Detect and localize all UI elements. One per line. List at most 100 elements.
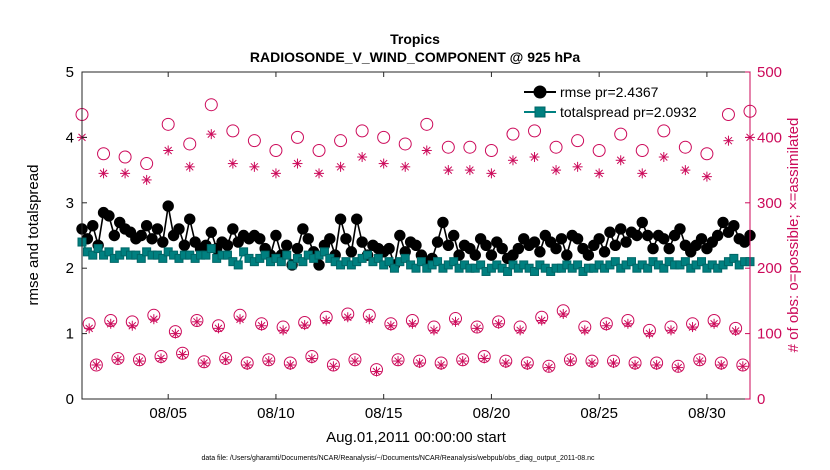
assimilated-stroke bbox=[566, 357, 575, 365]
assimilated-obs-marker bbox=[637, 168, 648, 179]
assimilated-obs-marker bbox=[536, 315, 547, 326]
y-right-tick-label: 100 bbox=[757, 326, 782, 343]
assimilated-stroke bbox=[193, 317, 201, 326]
assimilated-stroke bbox=[602, 321, 611, 330]
possible-obs-marker bbox=[290, 130, 304, 144]
assimilated-stroke bbox=[559, 310, 568, 318]
assimilated-obs-marker bbox=[163, 145, 174, 156]
assimilated-obs-marker bbox=[622, 318, 633, 329]
rmse-point bbox=[641, 229, 654, 242]
y-right-tick-label: 400 bbox=[757, 129, 782, 146]
assimilated-stroke bbox=[415, 359, 424, 367]
assimilated-stroke bbox=[430, 326, 438, 335]
possible-obs-marker bbox=[549, 140, 563, 154]
rmse-point bbox=[140, 219, 153, 232]
totalspread-point bbox=[626, 257, 636, 267]
x-tick-label: 08/10 bbox=[257, 405, 295, 422]
rmse-point bbox=[609, 239, 622, 252]
totalspread-point bbox=[643, 263, 653, 273]
assimilated-stroke bbox=[207, 130, 216, 138]
assimilated-obs-marker bbox=[701, 171, 712, 182]
rmse-point bbox=[631, 229, 643, 242]
x-tick-label: 08/20 bbox=[473, 405, 511, 422]
assimilated-obs-marker bbox=[156, 353, 167, 364]
possible-obs-marker bbox=[657, 124, 671, 138]
assimilated-stroke bbox=[336, 162, 345, 171]
rmse-point bbox=[324, 233, 336, 245]
possible-obs-marker bbox=[334, 134, 348, 148]
assimilated-stroke bbox=[171, 329, 180, 338]
assimilated-obs-marker bbox=[242, 359, 253, 370]
assimilated-obs-marker bbox=[292, 158, 303, 169]
assimilated-obs-marker bbox=[651, 359, 662, 370]
rmse-point bbox=[87, 219, 99, 232]
assimilated-stroke bbox=[609, 359, 618, 367]
assimilated-stroke bbox=[480, 354, 489, 363]
assimilated-stroke bbox=[530, 153, 539, 161]
assimilated-stroke bbox=[408, 319, 417, 328]
assimilated-stroke bbox=[731, 327, 740, 335]
assimilated-obs-marker bbox=[472, 323, 483, 334]
assimilated-obs-marker bbox=[393, 356, 404, 367]
assimilated-stroke bbox=[422, 146, 431, 155]
assimilated-stroke bbox=[695, 357, 704, 365]
assimilated-stroke bbox=[487, 169, 496, 178]
rmse-point bbox=[711, 229, 724, 242]
assimilated-obs-marker bbox=[680, 165, 691, 176]
assimilated-obs-marker bbox=[630, 359, 641, 370]
rmse-point bbox=[480, 239, 492, 252]
rmse-point bbox=[151, 223, 164, 235]
assimilated-stroke bbox=[501, 359, 510, 367]
assimilated-stroke bbox=[228, 159, 237, 168]
assimilated-stroke bbox=[200, 359, 208, 367]
totalspread-point bbox=[260, 250, 270, 260]
totalspread-point bbox=[610, 257, 620, 267]
possible-obs-marker bbox=[247, 134, 261, 148]
assimilated-obs-marker bbox=[529, 152, 540, 163]
assimilated-obs-marker bbox=[134, 356, 145, 367]
totalspread-point bbox=[680, 257, 690, 267]
y-left-tick-label: 4 bbox=[66, 129, 74, 146]
y-left-tick-label: 3 bbox=[66, 195, 74, 212]
assimilated-stroke bbox=[494, 319, 503, 328]
assimilated-obs-marker bbox=[105, 318, 116, 329]
assimilated-obs-marker bbox=[450, 316, 461, 327]
possible-obs-marker bbox=[97, 147, 111, 161]
assimilated-obs-marker bbox=[328, 361, 339, 372]
assimilated-obs-marker bbox=[321, 315, 332, 326]
y-left-tick-label: 2 bbox=[66, 260, 74, 277]
possible-obs-marker bbox=[269, 143, 283, 157]
chart-title: Tropics bbox=[390, 31, 440, 47]
totalspread-point bbox=[136, 253, 146, 263]
assimilated-obs-marker bbox=[112, 354, 123, 365]
assimilated-obs-marker bbox=[285, 359, 296, 370]
totalspread-point bbox=[319, 247, 329, 257]
assimilated-obs-marker bbox=[177, 349, 188, 360]
assimilated-stroke bbox=[236, 315, 244, 324]
rmse-point bbox=[383, 242, 395, 255]
assimilated-stroke bbox=[264, 357, 273, 365]
rmse-point bbox=[178, 239, 191, 252]
totalspread-point bbox=[503, 266, 513, 276]
possible-obs-marker bbox=[226, 124, 240, 138]
x-tick-label: 08/25 bbox=[580, 405, 618, 422]
assimilated-obs-marker bbox=[314, 168, 325, 179]
rmse-point bbox=[442, 239, 455, 252]
assimilated-obs-marker bbox=[256, 320, 267, 331]
rmse-point bbox=[695, 233, 708, 245]
assimilated-stroke bbox=[509, 156, 517, 165]
assimilated-stroke bbox=[135, 357, 144, 365]
assimilated-stroke bbox=[164, 146, 173, 155]
assimilated-stroke bbox=[552, 166, 560, 174]
assimilated-stroke bbox=[387, 321, 395, 330]
totalspread-point bbox=[158, 253, 168, 263]
x-tick-label: 08/30 bbox=[688, 405, 726, 422]
totalspread-point bbox=[363, 250, 373, 260]
y-left-tick-label: 1 bbox=[66, 326, 74, 343]
rmse-point bbox=[663, 242, 675, 255]
assimilated-stroke bbox=[243, 361, 252, 369]
possible-obs-marker bbox=[506, 127, 520, 141]
totalspread-point bbox=[416, 257, 426, 267]
assimilated-obs-marker bbox=[730, 325, 741, 336]
